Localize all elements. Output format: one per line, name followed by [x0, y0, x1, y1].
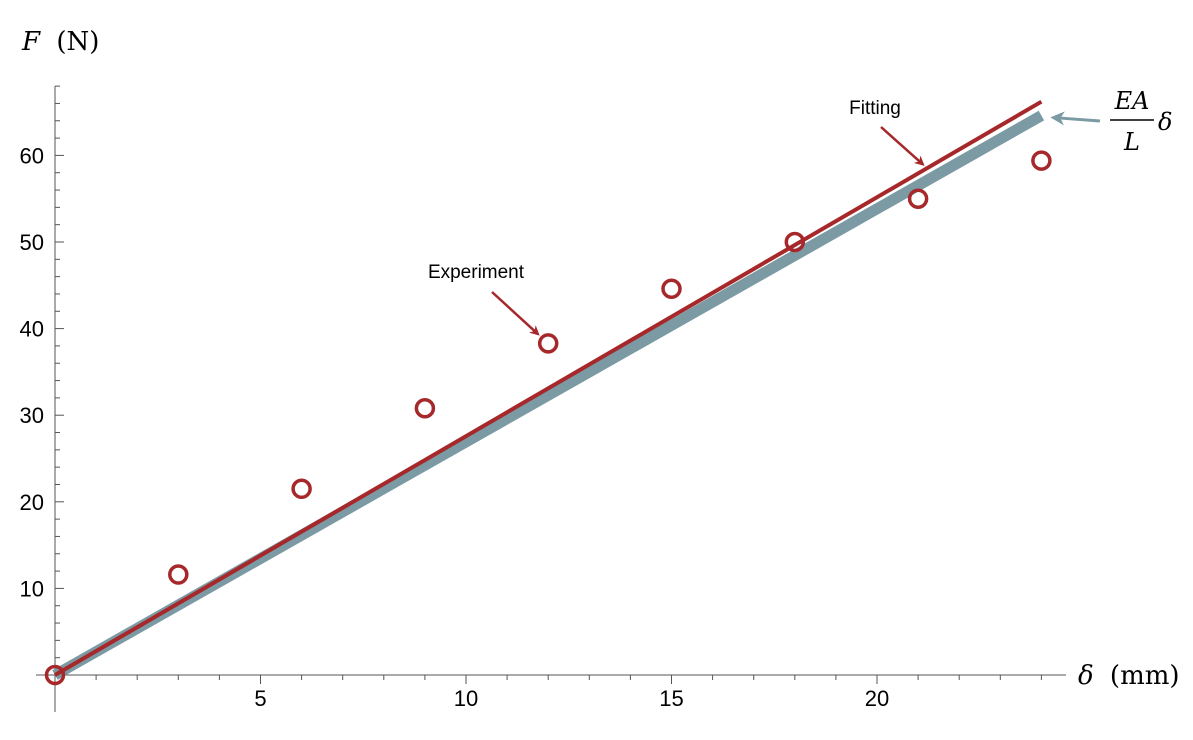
formula-numerator: EA — [1114, 87, 1150, 115]
fitting-line — [53, 99, 1043, 677]
experiment-arrow — [491, 291, 540, 336]
experiment-point — [537, 333, 559, 354]
fitting-label: Fitting — [849, 98, 901, 119]
experiment-point — [907, 188, 929, 209]
y-tick-label: 40 — [20, 317, 44, 342]
x-tick-label: 5 — [254, 686, 266, 711]
y-tick-label: 10 — [20, 576, 44, 601]
series-lines — [52, 99, 1045, 680]
experiment-point — [414, 398, 436, 419]
y-tick-label: 20 — [20, 490, 44, 515]
x-axis-title: δ (mm) — [1078, 661, 1180, 691]
annotations: Experiment Fitting EA Lδ — [428, 87, 1172, 336]
ticks: 5 10 15 20 10 20 30 40 50 60 — [20, 85, 1042, 711]
experiment-point — [291, 478, 312, 500]
experiment-point — [168, 564, 189, 585]
y-axis-title: F (N) — [21, 27, 99, 57]
experiment-point — [661, 278, 682, 300]
y-axis-unit: (N) — [56, 27, 99, 57]
x-axis-symbol: δ — [1078, 661, 1094, 691]
theory-arrow — [1050, 111, 1101, 126]
x-tick-label: 10 — [454, 686, 478, 711]
x-tick-label: 15 — [659, 686, 683, 711]
y-tick-label: 60 — [20, 143, 44, 168]
x-axis-unit: (mm) — [1110, 661, 1180, 691]
experiment-label: Experiment — [428, 262, 525, 283]
experiment-point — [44, 664, 66, 686]
formula-delta: δ — [1158, 108, 1172, 136]
y-tick-label: 50 — [20, 230, 44, 255]
experiment-point — [784, 231, 806, 253]
x-tick-label: 20 — [865, 686, 889, 711]
fitting-arrow — [880, 126, 925, 166]
y-axis-symbol: F — [21, 27, 41, 57]
experiment-point — [1031, 150, 1052, 171]
formula-denominator: L — [1123, 128, 1140, 156]
y-tick-label: 30 — [20, 403, 44, 428]
series-points — [44, 150, 1052, 686]
